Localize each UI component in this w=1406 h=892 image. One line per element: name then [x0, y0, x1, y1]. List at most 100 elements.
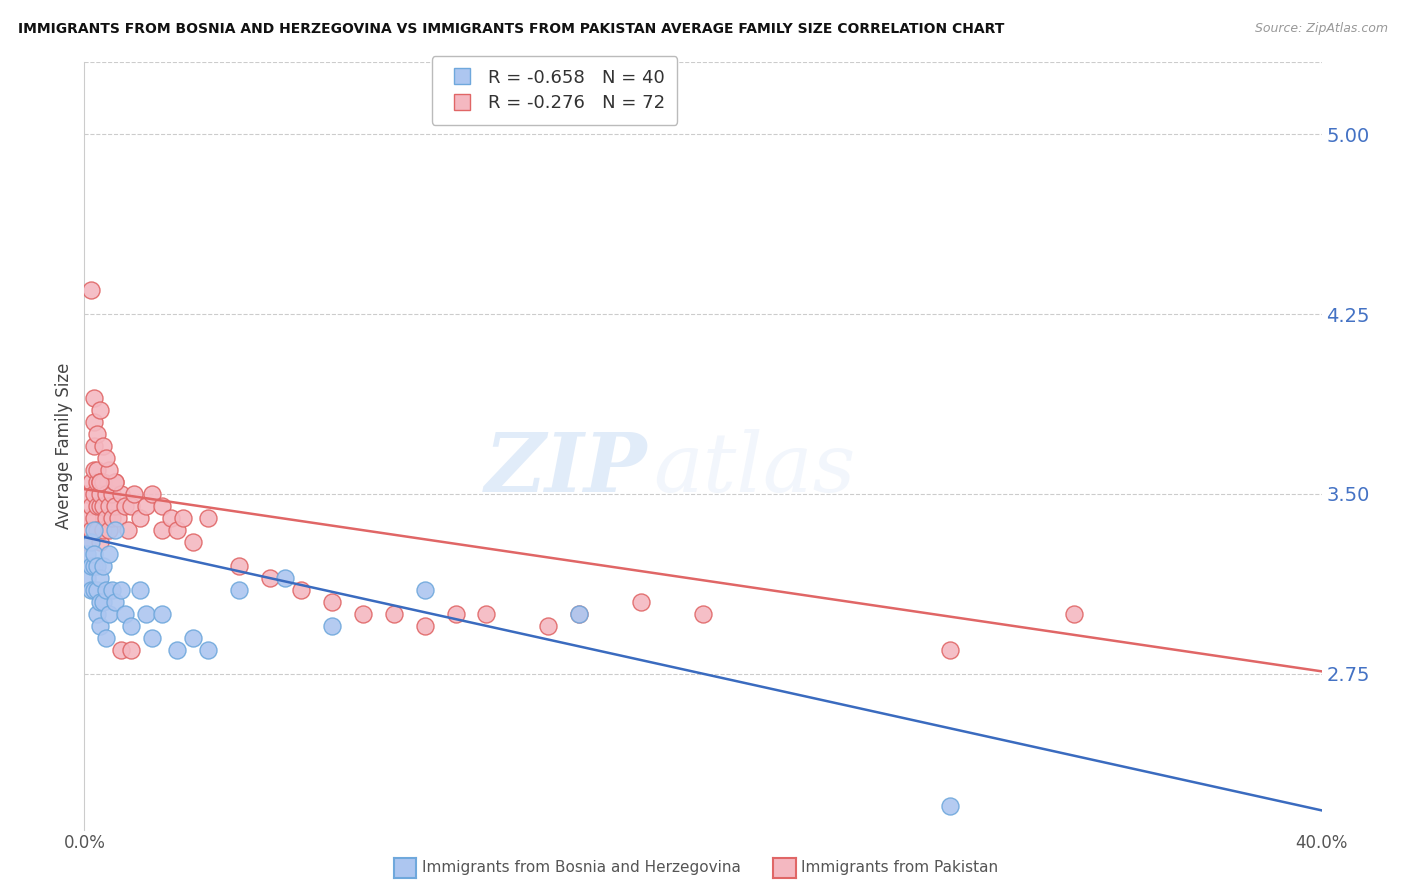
- Point: [83, 439, 105, 453]
- Point: [568, 607, 591, 621]
- Point: [110, 487, 132, 501]
- Point: [83, 391, 105, 405]
- Point: [630, 595, 652, 609]
- Point: [150, 523, 173, 537]
- Text: Immigrants from Bosnia and Herzegovina: Immigrants from Bosnia and Herzegovina: [422, 861, 741, 875]
- Text: atlas: atlas: [654, 429, 856, 509]
- Point: [274, 571, 297, 585]
- Point: [76, 547, 98, 561]
- Point: [568, 607, 591, 621]
- Text: IMMIGRANTS FROM BOSNIA AND HERZEGOVINA VS IMMIGRANTS FROM PAKISTAN AVERAGE FAMIL: IMMIGRANTS FROM BOSNIA AND HERZEGOVINA V…: [18, 22, 1005, 37]
- Point: [83, 487, 105, 501]
- Point: [135, 607, 157, 621]
- Point: [83, 511, 105, 525]
- Point: [76, 535, 98, 549]
- Point: [83, 582, 105, 597]
- Point: [89, 499, 111, 513]
- Point: [197, 642, 219, 657]
- Point: [91, 439, 114, 453]
- Point: [537, 619, 560, 633]
- Point: [83, 463, 105, 477]
- Point: [110, 642, 132, 657]
- Point: [321, 595, 343, 609]
- Point: [86, 463, 108, 477]
- Point: [382, 607, 405, 621]
- Point: [91, 475, 114, 489]
- Point: [141, 487, 163, 501]
- Point: [1063, 607, 1085, 621]
- Point: [86, 475, 108, 489]
- Point: [89, 535, 111, 549]
- Point: [89, 403, 111, 417]
- Point: [413, 619, 436, 633]
- Point: [107, 511, 129, 525]
- Point: [117, 523, 139, 537]
- Point: [120, 499, 142, 513]
- Point: [114, 607, 136, 621]
- Point: [91, 558, 114, 573]
- Point: [86, 499, 108, 513]
- Point: [76, 487, 98, 501]
- Point: [104, 499, 127, 513]
- Point: [104, 595, 127, 609]
- Point: [120, 619, 142, 633]
- Point: [160, 511, 183, 525]
- Point: [79, 535, 101, 549]
- Point: [79, 283, 101, 297]
- Point: [83, 558, 105, 573]
- Point: [259, 571, 281, 585]
- Point: [110, 582, 132, 597]
- Text: Immigrants from Pakistan: Immigrants from Pakistan: [801, 861, 998, 875]
- Point: [89, 595, 111, 609]
- Point: [89, 571, 111, 585]
- Point: [444, 607, 467, 621]
- Point: [166, 642, 188, 657]
- Point: [79, 523, 101, 537]
- Point: [91, 595, 114, 609]
- Text: Source: ZipAtlas.com: Source: ZipAtlas.com: [1254, 22, 1388, 36]
- Point: [120, 642, 142, 657]
- Point: [181, 535, 204, 549]
- Point: [89, 487, 111, 501]
- Point: [166, 523, 188, 537]
- Point: [79, 499, 101, 513]
- Point: [150, 607, 173, 621]
- Point: [129, 582, 152, 597]
- Point: [413, 582, 436, 597]
- Point: [228, 558, 250, 573]
- Point: [76, 571, 98, 585]
- Point: [86, 558, 108, 573]
- Point: [86, 427, 108, 442]
- Point: [86, 607, 108, 621]
- Point: [475, 607, 498, 621]
- Point: [228, 582, 250, 597]
- Point: [86, 523, 108, 537]
- Point: [91, 523, 114, 537]
- Point: [94, 631, 117, 645]
- Point: [83, 415, 105, 429]
- Point: [692, 607, 714, 621]
- Point: [79, 475, 101, 489]
- Point: [129, 511, 152, 525]
- Point: [83, 523, 105, 537]
- Point: [135, 499, 157, 513]
- Point: [290, 582, 312, 597]
- Point: [98, 547, 121, 561]
- Point: [79, 582, 101, 597]
- Point: [89, 475, 111, 489]
- Point: [101, 582, 124, 597]
- Point: [83, 547, 105, 561]
- Point: [181, 631, 204, 645]
- Point: [321, 619, 343, 633]
- Point: [197, 511, 219, 525]
- Point: [104, 475, 127, 489]
- Point: [104, 475, 127, 489]
- Point: [98, 607, 121, 621]
- Point: [94, 487, 117, 501]
- Text: ZIP: ZIP: [485, 429, 647, 509]
- Point: [76, 511, 98, 525]
- Point: [94, 582, 117, 597]
- Point: [122, 487, 145, 501]
- Point: [104, 523, 127, 537]
- Point: [89, 475, 111, 489]
